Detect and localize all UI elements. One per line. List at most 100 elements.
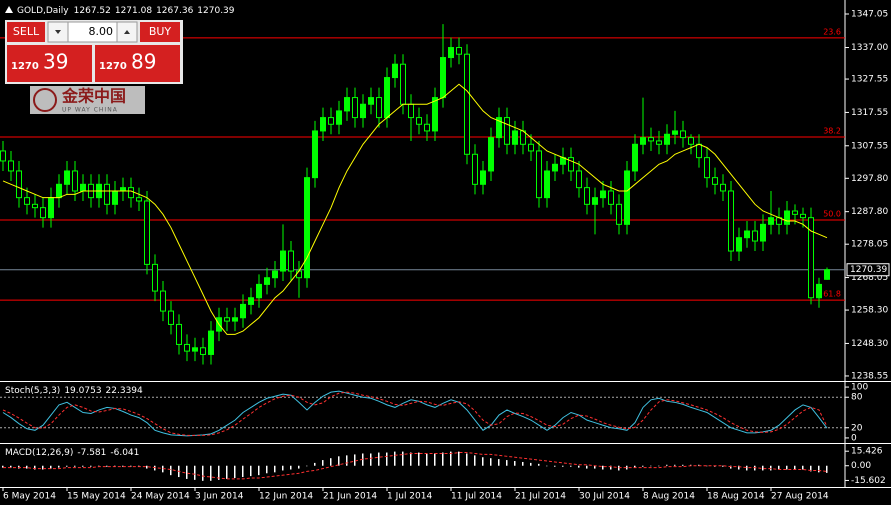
y-tick-label: -15.602 <box>851 476 886 486</box>
candle-body <box>128 187 134 199</box>
candle-body <box>8 160 14 172</box>
macd-bar <box>458 451 460 466</box>
x-tick-label: 1 Jul 2014 <box>387 492 432 502</box>
y-tick-label: 1258.30 <box>851 306 888 316</box>
candle-body <box>536 150 542 199</box>
x-tick-label: 27 Aug 2014 <box>771 492 829 502</box>
candle-body <box>120 187 126 192</box>
header-icon <box>5 6 13 13</box>
candle-body <box>32 203 38 209</box>
x-tick-label: 15 May 2014 <box>67 492 126 502</box>
arrow-down <box>55 30 61 34</box>
macd-bar <box>666 464 668 466</box>
y-tick-label: 1238.55 <box>851 371 888 381</box>
candle-body <box>312 130 318 179</box>
candle-body <box>768 217 774 225</box>
macd-bar <box>82 465 84 467</box>
macd-bar <box>218 465 220 480</box>
candle-body <box>552 163 558 172</box>
macd-bar <box>74 465 76 467</box>
candle-body <box>24 197 30 205</box>
macd-bar <box>226 465 228 479</box>
sell-button[interactable] <box>7 22 45 42</box>
y-tick-label: 1337.00 <box>851 43 888 53</box>
candle-body <box>800 213 806 219</box>
y-tick-label: 0.00 <box>851 461 871 471</box>
macd-bar <box>426 453 428 466</box>
candle-body <box>600 190 606 199</box>
stoch-label-part: Stoch(5,3,3) <box>5 386 60 396</box>
x-tick-label: 8 Aug 2014 <box>643 492 695 502</box>
macd-bar <box>650 465 652 467</box>
chart-header: GOLD,Daily 1267.52 1271.08 1267.36 1270.39 <box>5 6 235 16</box>
candle-body <box>408 103 414 119</box>
macd-bar <box>98 465 100 467</box>
candle-body <box>304 177 310 279</box>
macd-bar <box>434 453 436 466</box>
candle-body <box>656 140 662 145</box>
candle-body <box>288 250 294 272</box>
panel-frames <box>0 0 891 488</box>
candle-body <box>336 110 342 125</box>
macd-bar <box>602 465 604 470</box>
macd-bar <box>474 455 476 466</box>
candle-body <box>368 97 374 105</box>
candle-body <box>752 230 758 242</box>
buy-price-small: 89 <box>131 50 156 74</box>
macd-bar <box>394 451 396 466</box>
macd-bar <box>50 465 52 469</box>
candle-body <box>624 170 630 225</box>
macd-label: MACD(12,26,9) -7.581 -6.041 <box>5 448 139 458</box>
macd-bar <box>58 465 60 468</box>
macd-label-part: MACD(12,26,9) <box>5 448 73 458</box>
plot: 1347.05 1337.00 1327.55 1317.55 1307.55 1297.… <box>0 10 890 502</box>
candle-body <box>608 190 614 205</box>
macd-bar <box>170 465 172 476</box>
x-tick-label: 3 Jun 2014 <box>195 492 244 502</box>
macd-bar <box>514 461 516 466</box>
macd-bar <box>498 459 500 466</box>
macd-bar <box>482 457 484 466</box>
macd-bar <box>506 460 508 466</box>
candle-body <box>744 230 750 239</box>
candle-body <box>616 203 622 225</box>
candle-body <box>232 317 238 322</box>
candle-body <box>176 323 182 345</box>
macd-label-part: -6.041 <box>110 448 139 458</box>
volume-value: 8.00 <box>89 25 114 38</box>
x-tick-label: 21 Jun 2014 <box>323 492 377 502</box>
y-tick-label: 20 <box>851 423 863 433</box>
candle-body <box>272 270 278 279</box>
macd-label-part: -7.581 <box>77 448 106 458</box>
candle-body <box>80 183 86 192</box>
macd-bar <box>282 465 284 471</box>
macd-bar <box>562 465 564 467</box>
candle-body <box>56 183 62 199</box>
candle-body <box>488 137 494 172</box>
y-tick-label: 1278.05 <box>851 240 888 250</box>
candle-body <box>760 223 766 242</box>
fib-label: 61.8 <box>823 290 841 299</box>
candle-body <box>728 190 734 252</box>
macd-signal <box>3 452 828 480</box>
candle-body <box>640 137 646 145</box>
macd-bar <box>378 452 380 466</box>
macd-bar <box>466 453 468 466</box>
macd-bar <box>266 465 268 474</box>
candle-body <box>440 57 446 99</box>
x-tick-label: 12 Jun 2014 <box>259 492 313 502</box>
sell-price-box[interactable] <box>7 45 92 82</box>
candle-body <box>696 143 702 159</box>
macd-bar <box>810 465 812 472</box>
candle-body <box>160 290 166 312</box>
macd-bar <box>634 465 636 468</box>
buy-price-box[interactable] <box>95 45 180 82</box>
candle-body <box>280 250 286 272</box>
candle-body <box>352 97 358 119</box>
logo-mark <box>33 88 57 112</box>
candle-body <box>512 130 518 145</box>
candle-body <box>0 150 6 162</box>
x-tick-label: 30 Jul 2014 <box>579 492 630 502</box>
buy-button[interactable] <box>140 22 180 42</box>
macd-bar <box>66 465 68 467</box>
